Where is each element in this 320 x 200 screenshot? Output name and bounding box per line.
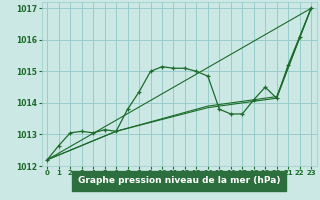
X-axis label: Graphe pression niveau de la mer (hPa): Graphe pression niveau de la mer (hPa) (78, 176, 280, 185)
